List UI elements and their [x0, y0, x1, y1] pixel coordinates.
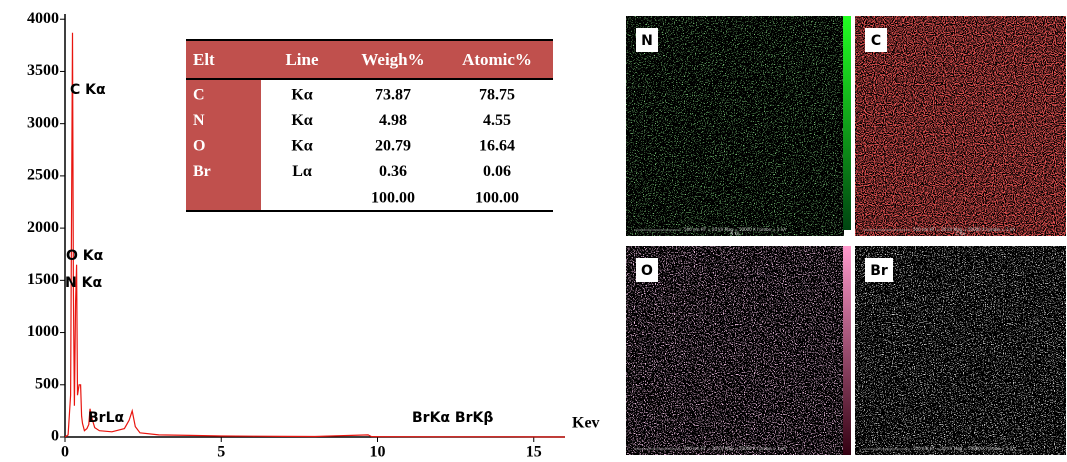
table-cell: C — [193, 87, 205, 104]
y-tick-label: 1500 — [27, 271, 59, 288]
table-cell: 16.64 — [479, 138, 515, 155]
table-header: Elt — [193, 50, 215, 69]
map-sublabel: N Ka — [730, 231, 740, 236]
table-cell: Kα — [291, 112, 312, 129]
colorbar — [843, 16, 851, 230]
x-tick-label: 0 — [61, 444, 69, 461]
table-header: Line — [285, 50, 319, 69]
table-cell: O — [193, 138, 205, 155]
table-cell: 4.98 — [379, 112, 407, 129]
y-tick-label: 3000 — [27, 114, 59, 131]
map-label: O — [641, 263, 653, 279]
table-cell: 73.87 — [375, 87, 411, 104]
map-caption: 500 nm HT = 20 kV Mag = 50000 X I probe … — [913, 446, 1015, 451]
y-tick-label: 4000 — [27, 10, 59, 27]
map-label: C — [871, 33, 881, 49]
peak-label: BrKα BrKβ — [412, 410, 493, 426]
x-axis-label: Kev — [572, 415, 600, 432]
map-noise — [626, 16, 844, 236]
y-tick-label: 2000 — [27, 219, 59, 236]
maps — [626, 16, 1066, 455]
map-label: N — [641, 33, 653, 49]
table-cell: Br — [193, 163, 211, 180]
table-cell: 0.06 — [483, 163, 511, 180]
map-label: Br — [870, 263, 888, 279]
x-tick-label: 15 — [526, 444, 542, 461]
table-header: Atomic% — [462, 50, 532, 69]
map-sublabel: C Ka — [956, 231, 966, 236]
x-tick-label: 5 — [217, 444, 225, 461]
table-cell: 20.79 — [375, 138, 411, 155]
table-cell: 0.36 — [379, 163, 407, 180]
table-cell: Lα — [292, 163, 312, 180]
table-cell: 4.55 — [483, 112, 511, 129]
peak-label: O Kα — [66, 248, 104, 264]
peak-label: N Kα — [65, 275, 102, 291]
y-tick-label: 1000 — [27, 323, 59, 340]
y-tick-label: 3500 — [27, 62, 59, 79]
y-tick-label: 0 — [51, 428, 59, 445]
table-cell: 78.75 — [479, 87, 515, 104]
table-total: 100.00 — [371, 190, 415, 207]
y-tick-label: 2500 — [27, 167, 59, 184]
colorbar — [843, 246, 851, 455]
table-cell: Kα — [291, 87, 312, 104]
table-cell: N — [193, 112, 205, 129]
table-cell: Kα — [291, 138, 312, 155]
table-header: Weigh% — [361, 50, 424, 69]
peak-label: C Kα — [70, 82, 106, 98]
peak-label: BrLα — [88, 410, 124, 426]
map-caption: 500 nm HT = 20 kV Mag = 50000 X I probe … — [684, 446, 786, 451]
map-noise — [626, 246, 844, 455]
y-tick-label: 500 — [35, 375, 59, 392]
figure: 0 500 1000 1500 2000 2500 3000 3500 4000 0 5 10 15 Ke… — [0, 0, 1067, 462]
table-total: 100.00 — [475, 190, 519, 207]
x-tick-label: 10 — [370, 444, 386, 461]
